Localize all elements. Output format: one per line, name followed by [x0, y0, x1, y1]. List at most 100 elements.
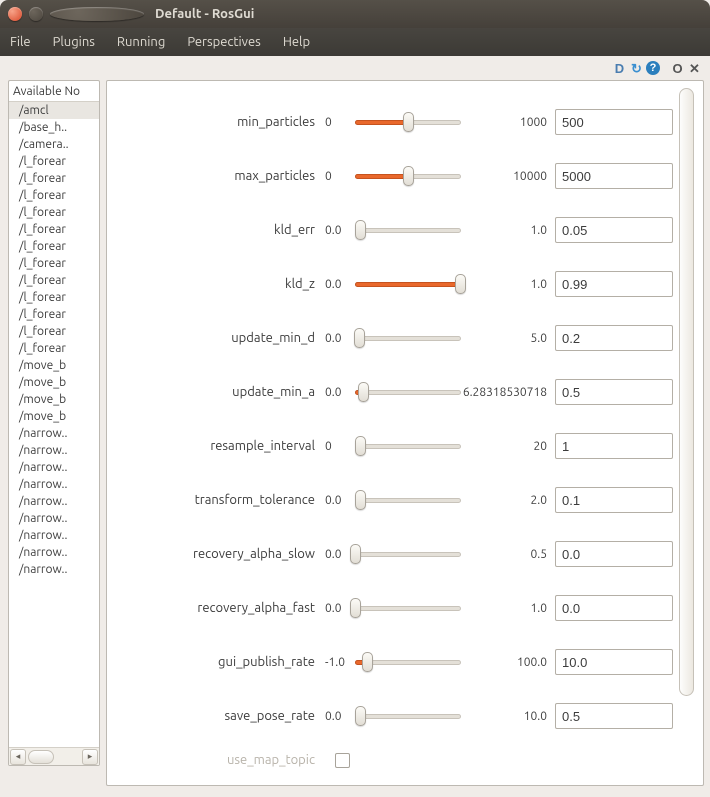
window-title: Default - RosGui — [155, 7, 254, 21]
node-item[interactable]: /l_forear — [9, 221, 99, 238]
slider-thumb[interactable] — [403, 112, 414, 132]
param-row-recovery_alpha_slow: recovery_alpha_slow0.00.5 — [135, 527, 673, 581]
node-item[interactable]: /l_forear — [9, 187, 99, 204]
param-row-save_pose_rate: save_pose_rate0.010.0 — [135, 689, 673, 743]
toolstrip: D ↻ ? O ✕ — [0, 56, 710, 78]
window-close-button[interactable] — [8, 7, 22, 21]
param-value-input[interactable] — [555, 271, 673, 297]
content-right-scrollbar[interactable] — [679, 88, 694, 696]
param-value-input[interactable] — [555, 541, 673, 567]
node-item[interactable]: /l_forear — [9, 255, 99, 272]
param-value-input[interactable] — [555, 217, 673, 243]
nodes-list[interactable]: /amcl/base_h../camera../l_forear/l_forea… — [9, 102, 99, 747]
param-slider[interactable] — [355, 491, 461, 509]
param-slider[interactable] — [355, 275, 461, 293]
param-value-input[interactable] — [555, 325, 673, 351]
node-item[interactable]: /narrow.. — [9, 425, 99, 442]
param-value-input[interactable] — [555, 595, 673, 621]
param-slider[interactable] — [355, 329, 461, 347]
help-icon[interactable]: ? — [646, 61, 660, 75]
param-slider[interactable] — [355, 653, 461, 671]
param-value-input[interactable] — [555, 487, 673, 513]
node-item[interactable]: /l_forear — [9, 306, 99, 323]
node-item[interactable]: /narrow.. — [9, 476, 99, 493]
param-label: resample_interval — [135, 439, 325, 453]
param-slider[interactable] — [355, 599, 461, 617]
param-max: 10000 — [461, 170, 555, 183]
scroll-track[interactable] — [28, 750, 80, 764]
param-max: 6.28318530718 — [461, 386, 555, 399]
node-item[interactable]: /move_b — [9, 391, 99, 408]
node-item[interactable]: /narrow.. — [9, 561, 99, 578]
node-item[interactable]: /move_b — [9, 374, 99, 391]
slider-thumb[interactable] — [355, 706, 366, 726]
node-item[interactable]: /move_b — [9, 408, 99, 425]
param-slider[interactable] — [355, 437, 461, 455]
param-slider[interactable] — [355, 113, 461, 131]
node-item[interactable]: /l_forear — [9, 204, 99, 221]
param-max: 10.0 — [461, 710, 555, 723]
slider-thumb[interactable] — [355, 436, 366, 456]
node-item[interactable]: /camera.. — [9, 136, 99, 153]
param-slider[interactable] — [355, 167, 461, 185]
h-scrollbar[interactable]: ◂ ▸ — [9, 747, 99, 765]
param-checkbox[interactable] — [335, 753, 350, 768]
slider-thumb[interactable] — [354, 328, 365, 348]
param-min: 0.0 — [325, 386, 355, 399]
close-icon[interactable]: ✕ — [687, 61, 702, 76]
param-value-input[interactable] — [555, 163, 673, 189]
node-item[interactable]: /l_forear — [9, 323, 99, 340]
param-value-input[interactable] — [555, 109, 673, 135]
menu-file[interactable]: File — [10, 35, 31, 49]
param-value-input[interactable] — [555, 379, 673, 405]
menu-perspectives[interactable]: Perspectives — [187, 35, 260, 49]
param-value-input[interactable] — [555, 433, 673, 459]
menu-help[interactable]: Help — [283, 35, 310, 49]
slider-thumb[interactable] — [403, 166, 414, 186]
slider-thumb[interactable] — [362, 652, 373, 672]
param-label: transform_tolerance — [135, 493, 325, 507]
detach-icon[interactable]: O — [670, 61, 685, 76]
param-row-recovery_alpha_fast: recovery_alpha_fast0.01.0 — [135, 581, 673, 635]
menu-running[interactable]: Running — [117, 35, 165, 49]
node-item[interactable]: /base_h.. — [9, 119, 99, 136]
node-item[interactable]: /narrow.. — [9, 493, 99, 510]
menu-plugins[interactable]: Plugins — [53, 35, 95, 49]
refresh-icon[interactable]: ↻ — [629, 61, 644, 76]
param-label: save_pose_rate — [135, 709, 325, 723]
scroll-left-button[interactable]: ◂ — [10, 749, 26, 765]
param-slider[interactable] — [355, 383, 461, 401]
slider-thumb[interactable] — [455, 274, 466, 294]
param-min: -1.0 — [325, 656, 355, 669]
node-item[interactable]: /amcl — [9, 102, 99, 119]
window-maximize-button[interactable] — [50, 7, 144, 21]
param-min: 0.0 — [325, 278, 355, 291]
param-value-input[interactable] — [555, 703, 673, 729]
slider-thumb[interactable] — [358, 382, 369, 402]
node-item[interactable]: /l_forear — [9, 238, 99, 255]
param-slider[interactable] — [355, 545, 461, 563]
window-minimize-button[interactable] — [29, 7, 43, 21]
node-item[interactable]: /move_b — [9, 357, 99, 374]
node-item[interactable]: /l_forear — [9, 272, 99, 289]
param-slider[interactable] — [355, 707, 461, 725]
node-item[interactable]: /l_forear — [9, 170, 99, 187]
node-item[interactable]: /l_forear — [9, 340, 99, 357]
scroll-thumb[interactable] — [28, 750, 54, 764]
node-item[interactable]: /narrow.. — [9, 544, 99, 561]
slider-thumb[interactable] — [350, 598, 361, 618]
slider-thumb[interactable] — [350, 544, 361, 564]
node-item[interactable]: /narrow.. — [9, 442, 99, 459]
node-item[interactable]: /l_forear — [9, 289, 99, 306]
param-value-input[interactable] — [555, 649, 673, 675]
node-item[interactable]: /narrow.. — [9, 510, 99, 527]
param-label: recovery_alpha_slow — [135, 547, 325, 561]
node-item[interactable]: /l_forear — [9, 153, 99, 170]
node-item[interactable]: /narrow.. — [9, 527, 99, 544]
scroll-right-button[interactable]: ▸ — [82, 749, 98, 765]
node-item[interactable]: /narrow.. — [9, 459, 99, 476]
slider-thumb[interactable] — [355, 220, 366, 240]
slider-thumb[interactable] — [355, 490, 366, 510]
param-slider[interactable] — [355, 221, 461, 239]
dock-icon[interactable]: D — [612, 61, 627, 76]
